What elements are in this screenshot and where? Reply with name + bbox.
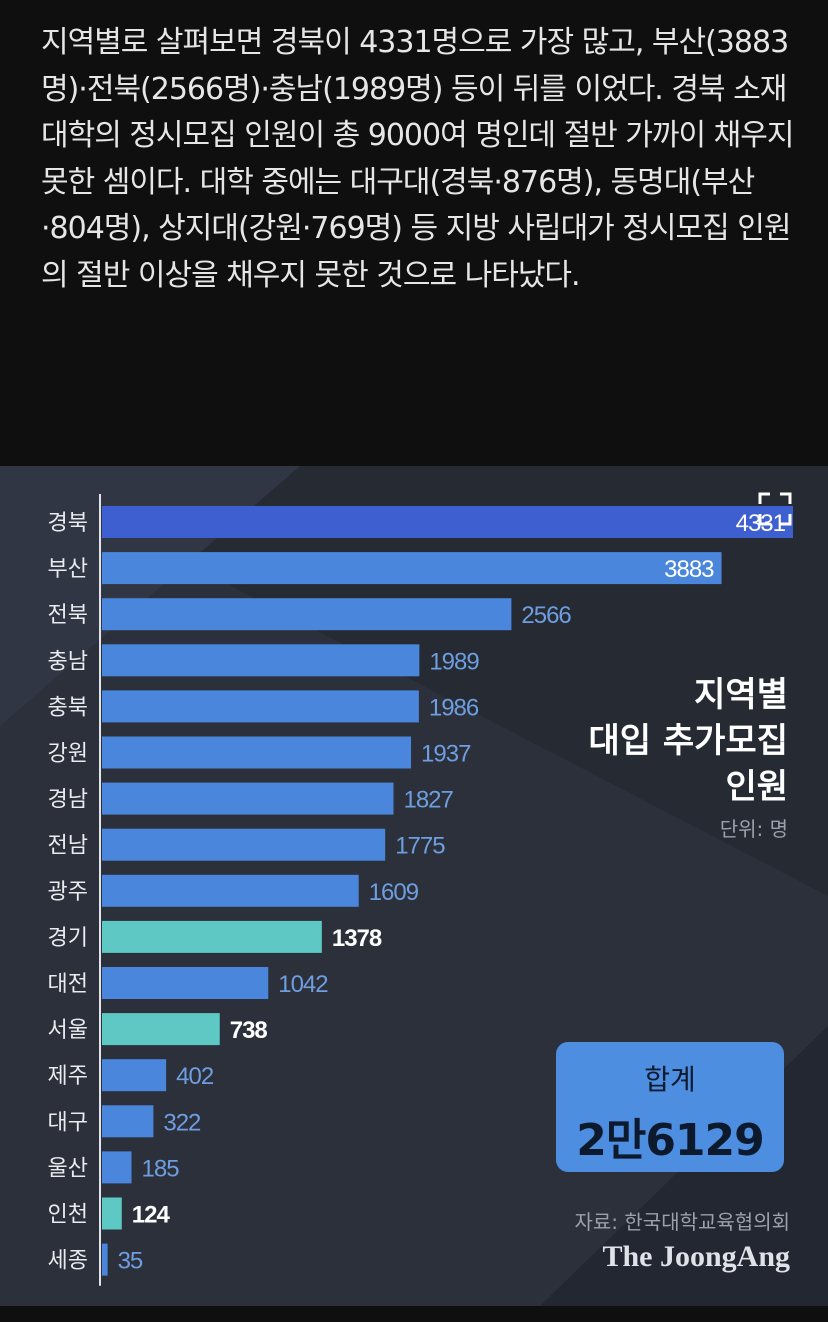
bar <box>102 598 512 631</box>
value-label: 1378 <box>332 925 382 952</box>
bar <box>102 552 722 585</box>
value-label: 1827 <box>403 787 453 814</box>
bar <box>102 506 793 538</box>
source-credit: 자료: 한국대학교육협의회 <box>574 1210 791 1234</box>
category-label: 서울 <box>48 1018 88 1043</box>
category-label: 전북 <box>48 603 88 628</box>
value-label: 35 <box>118 1248 143 1275</box>
category-label: 울산 <box>48 1156 88 1181</box>
chart-title-line: 지역별 <box>694 675 788 715</box>
bar <box>102 1105 154 1138</box>
total-box: 합계 2만6129 <box>556 1042 784 1172</box>
bar <box>102 1059 167 1092</box>
value-label: 185 <box>142 1155 180 1182</box>
category-label: 대전 <box>48 972 88 997</box>
category-label: 경기 <box>48 926 88 951</box>
unit-label: 단위: 명 <box>719 817 788 841</box>
value-label: 1937 <box>421 741 471 768</box>
article-paragraph: 지역별로 살펴보면 경북이 4331명으로 가장 많고, 부산(3883명)·전… <box>41 25 794 293</box>
category-label: 대구 <box>48 1110 88 1135</box>
expand-button[interactable] <box>752 486 798 532</box>
bar <box>102 1013 220 1046</box>
total-value: 2만6129 <box>576 1115 765 1166</box>
bottom-strip <box>0 1306 828 1322</box>
value-label: 124 <box>132 1202 171 1229</box>
category-label: 충남 <box>48 649 88 674</box>
value-label: 1986 <box>429 694 479 721</box>
total-label: 합계 <box>644 1063 696 1096</box>
value-label: 402 <box>176 1063 214 1090</box>
bar <box>102 1151 132 1184</box>
value-label: 738 <box>230 1017 268 1044</box>
publisher-logo: The JoongAng <box>602 1240 790 1273</box>
bar <box>102 690 419 723</box>
bar <box>102 736 412 769</box>
category-label: 충북 <box>48 695 88 720</box>
infographic: 경북 4331 부산 3883 전북 2566 충남 1989 충북 1986 강원 1937 경남 18… <box>0 466 828 1306</box>
category-label: 강원 <box>48 742 88 767</box>
chart-title-line: 인원 <box>725 767 788 807</box>
category-label: 광주 <box>48 880 88 905</box>
bar <box>102 874 359 907</box>
value-label: 1775 <box>395 833 445 860</box>
bar <box>102 782 394 815</box>
bar <box>102 1197 122 1230</box>
category-label: 부산 <box>48 557 88 582</box>
value-label: 2566 <box>521 602 571 629</box>
expand-icon <box>758 492 792 526</box>
value-label: 322 <box>163 1109 201 1136</box>
chart-title: 지역별 대입 추가모집 인원 단위: 명 <box>588 672 788 844</box>
category-label: 제주 <box>48 1064 88 1089</box>
value-label: 1042 <box>278 971 328 998</box>
bar <box>102 828 386 861</box>
category-label: 세종 <box>48 1249 88 1274</box>
value-label: 1989 <box>429 648 479 675</box>
bar <box>102 920 322 953</box>
category-label: 인천 <box>48 1203 88 1228</box>
category-label: 전남 <box>48 834 88 859</box>
value-label: 1609 <box>369 879 419 906</box>
value-label: 3883 <box>664 556 714 583</box>
bar <box>102 967 269 999</box>
category-label: 경북 <box>48 511 88 536</box>
bar <box>102 644 420 677</box>
chart-title-line: 대입 추가모집 <box>588 721 788 761</box>
bar <box>102 1243 108 1276</box>
category-label: 경남 <box>48 788 88 813</box>
